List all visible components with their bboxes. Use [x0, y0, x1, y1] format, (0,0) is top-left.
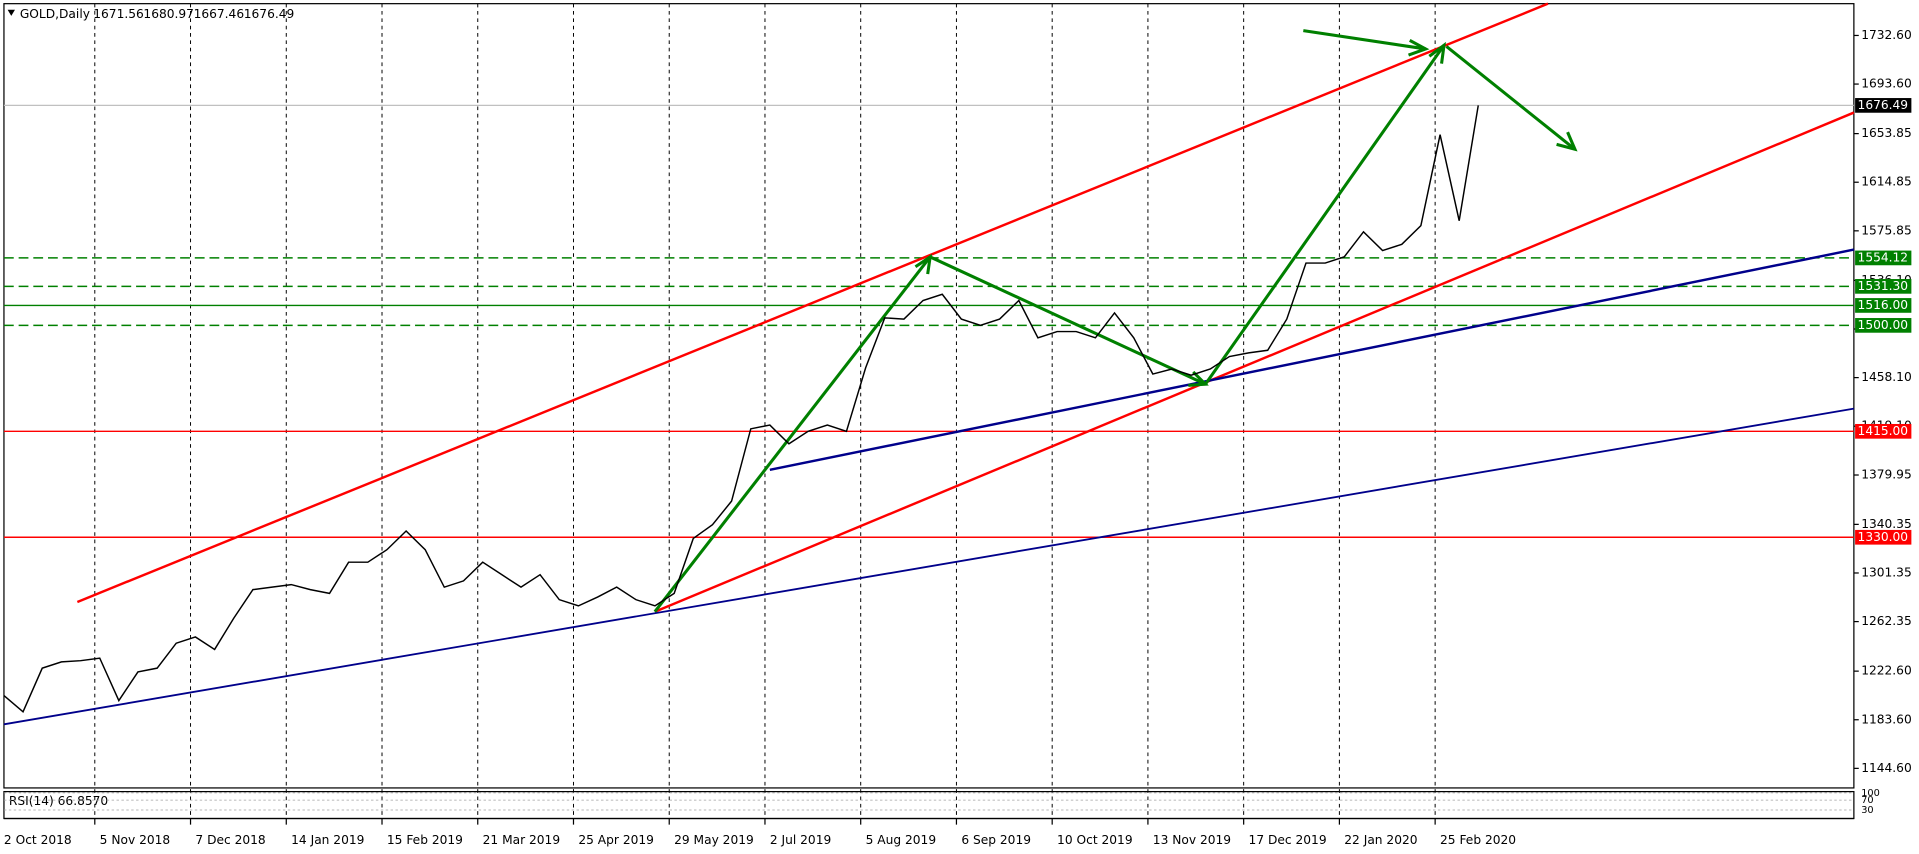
level-label-box — [1855, 529, 1912, 545]
x-tick-label: 15 Feb 2019 — [387, 833, 463, 847]
level-label-box — [1855, 298, 1912, 313]
level-label: 1500.00 — [1858, 318, 1909, 332]
main-frame — [3, 3, 1855, 789]
rsi-tick-label: 100 — [1861, 788, 1880, 799]
y-tick-label: 1144.60 — [1861, 761, 1912, 775]
rsi-tick-label: 30 — [1861, 805, 1873, 816]
x-tick-label: 29 May 2019 — [674, 833, 754, 847]
y-tick-label: 1653.85 — [1861, 126, 1912, 140]
arrow-head — [1556, 131, 1578, 152]
rsi-tick-label: 70 — [1861, 795, 1873, 806]
y-tick-label: 1183.60 — [1861, 712, 1912, 726]
level-label-box — [1855, 279, 1912, 294]
level-label: 1554.12 — [1858, 250, 1909, 264]
x-tick-label: 17 Dec 2019 — [1249, 833, 1327, 847]
y-tick-label: 1379.95 — [1861, 468, 1912, 482]
x-tick-label: 2 Oct 2018 — [4, 833, 72, 847]
arrow — [653, 255, 932, 613]
channel-lower — [654, 111, 1855, 613]
x-tick-label: 6 Sep 2019 — [961, 833, 1031, 847]
support-long — [3, 407, 1855, 726]
levels-layer — [3, 104, 1854, 539]
x-tick-label: 25 Apr 2019 — [578, 833, 654, 847]
x-tick-label: 5 Nov 2018 — [100, 833, 171, 847]
arrows — [653, 29, 1578, 613]
arrow — [929, 255, 1207, 386]
x-tick-label: 25 Feb 2020 — [1440, 833, 1516, 847]
y-tick-label: 1575.85 — [1861, 223, 1912, 237]
level-label: 1531.30 — [1858, 279, 1909, 293]
arrow — [1445, 45, 1576, 151]
arrow — [1204, 44, 1446, 386]
y-tick-label: 1732.60 — [1861, 28, 1912, 42]
support-mid — [769, 248, 1855, 472]
x-tick-label: 5 Aug 2019 — [866, 833, 937, 847]
x-tick-label: 22 Jan 2020 — [1344, 833, 1417, 847]
rsi-label: RSI(14) 66.8570 — [9, 794, 108, 808]
x-tick-label: 10 Oct 2019 — [1057, 833, 1133, 847]
channel-upper — [76, 2, 1549, 604]
ohlc-close: 1676.49 — [244, 7, 295, 21]
level-label: 1330.00 — [1858, 530, 1909, 544]
y-tick-label: 1340.35 — [1861, 517, 1912, 531]
level-label: 1516.00 — [1858, 298, 1909, 312]
y-tick-label: 1614.85 — [1861, 175, 1912, 189]
level-label-box — [1855, 423, 1912, 439]
ohlc-open: 1671.56 — [93, 7, 144, 21]
symbol: GOLD,Daily — [20, 7, 90, 21]
x-tick-label: 21 Mar 2019 — [483, 833, 560, 847]
ohlc-low: 1667.46 — [194, 7, 245, 21]
x-tick-label: 13 Nov 2019 — [1153, 833, 1231, 847]
level-label-box — [1855, 250, 1912, 266]
x-tick-label: 14 Jan 2019 — [291, 833, 364, 847]
y-tick-label: 1693.60 — [1861, 77, 1912, 91]
level-label-box — [1855, 318, 1912, 333]
arrow-head — [1408, 39, 1430, 57]
arrow — [1303, 29, 1426, 51]
y-tick-label: 1262.35 — [1861, 614, 1912, 628]
drawings — [3, 2, 1855, 726]
current-price-box — [1855, 98, 1912, 113]
ohlc-high: 1680.97 — [143, 7, 194, 21]
price-line — [3, 105, 1479, 714]
menu-triangle — [7, 9, 15, 16]
x-tick-label: 7 Dec 2018 — [195, 833, 265, 847]
y-tick-label: 1458.10 — [1861, 370, 1912, 384]
level-label: 1415.00 — [1858, 424, 1909, 438]
y-tick-label: 1222.60 — [1861, 664, 1912, 678]
x-tick-label: 2 Jul 2019 — [770, 833, 831, 847]
price-layer — [3, 105, 1479, 714]
arrow-head — [1428, 41, 1447, 64]
y-tick-label: 1301.35 — [1861, 565, 1912, 579]
current-price-label: 1676.49 — [1858, 98, 1909, 112]
